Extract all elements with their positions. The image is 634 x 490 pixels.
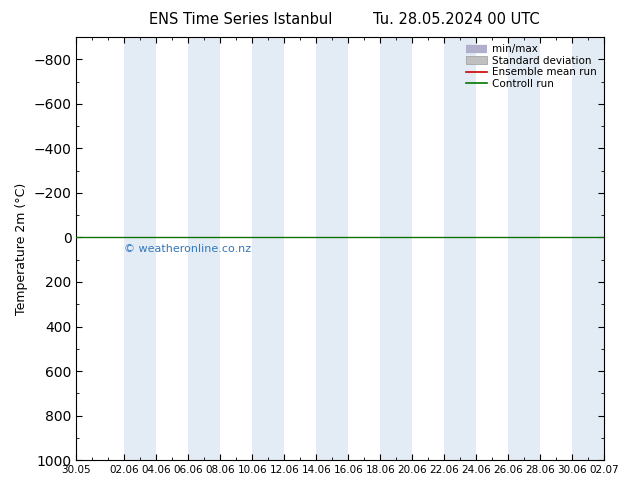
- Bar: [316, 37, 348, 460]
- Bar: [380, 37, 412, 460]
- Y-axis label: Temperature 2m (°C): Temperature 2m (°C): [15, 182, 28, 315]
- Bar: [508, 37, 540, 460]
- Bar: [444, 37, 476, 460]
- Text: Tu. 28.05.2024 00 UTC: Tu. 28.05.2024 00 UTC: [373, 12, 540, 27]
- Text: © weatheronline.co.nz: © weatheronline.co.nz: [124, 244, 252, 254]
- Bar: [188, 37, 221, 460]
- Bar: [252, 37, 284, 460]
- Bar: [573, 37, 604, 460]
- Text: ENS Time Series Istanbul: ENS Time Series Istanbul: [149, 12, 333, 27]
- Bar: [124, 37, 157, 460]
- Legend: min/max, Standard deviation, Ensemble mean run, Controll run: min/max, Standard deviation, Ensemble me…: [464, 42, 599, 91]
